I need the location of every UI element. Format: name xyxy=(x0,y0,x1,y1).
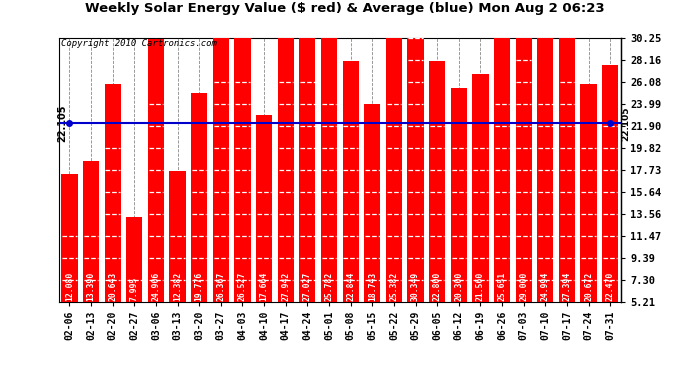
Bar xyxy=(580,84,597,302)
Text: 18.743: 18.743 xyxy=(368,272,377,301)
Text: 24.994: 24.994 xyxy=(541,272,550,301)
Bar xyxy=(386,34,402,302)
Text: 20.672: 20.672 xyxy=(584,272,593,301)
Bar xyxy=(321,30,337,302)
Text: 25.382: 25.382 xyxy=(389,272,398,301)
Text: 24.906: 24.906 xyxy=(152,272,161,301)
Text: 22.105: 22.105 xyxy=(58,105,68,142)
Text: 13.390: 13.390 xyxy=(86,272,96,301)
Text: 20.300: 20.300 xyxy=(454,272,463,301)
Bar xyxy=(148,39,164,302)
Bar xyxy=(559,13,575,302)
Text: 26.527: 26.527 xyxy=(238,272,247,301)
Text: 22.105: 22.105 xyxy=(621,106,630,141)
Bar xyxy=(494,31,510,302)
Text: 7.995: 7.995 xyxy=(130,276,139,301)
Text: 22.800: 22.800 xyxy=(433,272,442,301)
Bar xyxy=(299,16,315,302)
Text: 27.942: 27.942 xyxy=(282,272,290,301)
Text: 26.367: 26.367 xyxy=(217,272,226,301)
Bar xyxy=(61,174,77,302)
Text: Weekly Solar Energy Value ($ red) & Average (blue) Mon Aug 2 06:23: Weekly Solar Energy Value ($ red) & Aver… xyxy=(85,2,605,15)
Text: 19.776: 19.776 xyxy=(195,272,204,301)
Text: 12.080: 12.080 xyxy=(65,272,74,301)
Text: 27.394: 27.394 xyxy=(562,272,571,301)
Text: 20.643: 20.643 xyxy=(108,272,117,301)
Bar xyxy=(83,160,99,302)
Text: 17.664: 17.664 xyxy=(259,272,268,301)
Bar xyxy=(170,171,186,302)
Bar xyxy=(105,84,121,302)
Text: 22.844: 22.844 xyxy=(346,272,355,301)
Text: 22.470: 22.470 xyxy=(606,272,615,301)
Bar xyxy=(515,0,532,302)
Bar xyxy=(407,0,424,302)
Bar xyxy=(213,24,229,302)
Text: Copyright 2010 Cartronics.com: Copyright 2010 Cartronics.com xyxy=(61,39,217,48)
Bar xyxy=(277,7,294,302)
Text: 21.560: 21.560 xyxy=(476,272,485,301)
Text: 29.000: 29.000 xyxy=(519,272,528,301)
Bar xyxy=(364,104,380,302)
Bar xyxy=(429,61,445,302)
Bar xyxy=(538,38,553,302)
Bar xyxy=(472,74,489,302)
Bar xyxy=(191,93,208,302)
Bar xyxy=(256,116,273,302)
Text: 27.027: 27.027 xyxy=(303,272,312,301)
Text: 12.382: 12.382 xyxy=(173,272,182,301)
Bar xyxy=(126,217,142,302)
Bar xyxy=(235,22,250,302)
Text: 25.651: 25.651 xyxy=(497,272,506,301)
Bar xyxy=(342,61,359,302)
Bar xyxy=(451,87,467,302)
Text: 25.782: 25.782 xyxy=(324,272,333,301)
Text: 30.349: 30.349 xyxy=(411,272,420,301)
Bar xyxy=(602,64,618,302)
